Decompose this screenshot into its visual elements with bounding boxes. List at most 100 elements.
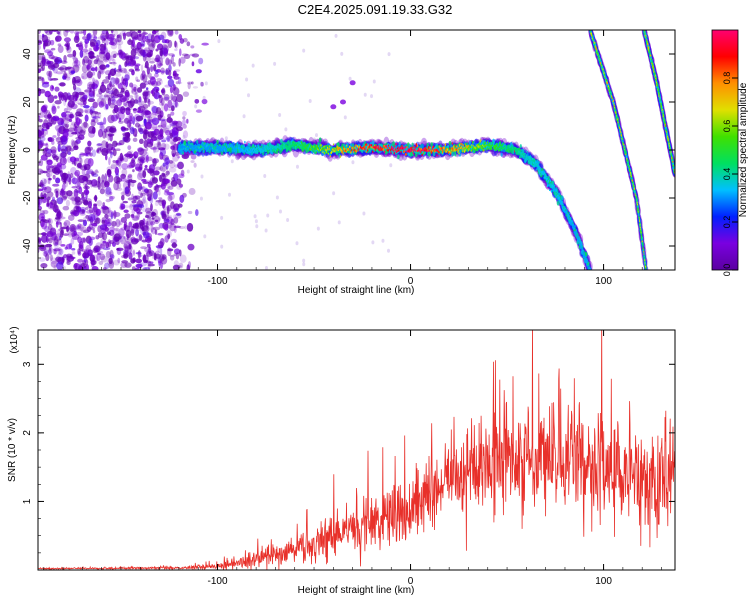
spectral-point (329, 155, 331, 158)
noise-blob (230, 159, 234, 164)
noise-blob (371, 240, 375, 245)
noise-blob (47, 246, 53, 254)
noise-blob (146, 51, 152, 58)
noise-blob (51, 103, 56, 112)
noise-blob (284, 127, 288, 132)
spectral-point (194, 147, 196, 151)
noise-blob (102, 240, 106, 244)
noise-blob (151, 132, 157, 139)
noise-blob (164, 96, 170, 101)
spectral-point (204, 145, 206, 148)
noise-blob (171, 148, 176, 157)
noise-blob (151, 158, 160, 164)
noise-blob (86, 71, 93, 79)
noise-blob (142, 254, 147, 264)
noise-blob (77, 219, 85, 223)
spectral-point (234, 147, 237, 150)
noise-blob (101, 223, 108, 231)
noise-blob (174, 30, 179, 35)
spectral-point (325, 150, 328, 154)
noise-blob (103, 267, 107, 270)
noise-blob (110, 164, 117, 169)
noise-blob (173, 217, 179, 224)
spectral-point (209, 145, 211, 148)
noise-blob (72, 56, 78, 64)
noise-blob (52, 238, 59, 247)
noise-blob (121, 168, 128, 177)
noise-blob (127, 174, 133, 182)
noise-blob (308, 98, 312, 103)
noise-blob (99, 243, 106, 249)
noise-blob (62, 74, 65, 80)
noise-blob (92, 116, 97, 120)
noise-blob (152, 208, 159, 218)
noise-blob (105, 186, 112, 195)
noise-blob (168, 64, 172, 72)
noise-blob (121, 194, 125, 201)
noise-blob (79, 157, 83, 165)
noise-blob (97, 36, 105, 40)
noise-blob (149, 126, 157, 131)
spectral-point (204, 143, 207, 146)
noise-blob (54, 124, 63, 132)
noise-blob (110, 211, 114, 220)
noise-blob (73, 205, 80, 212)
noise-blob (389, 163, 393, 168)
noise-blob (150, 64, 154, 73)
spectral-point (283, 143, 285, 146)
spectral-point (256, 149, 259, 153)
noise-blob (123, 209, 129, 214)
main-frequency-band (176, 135, 593, 270)
noise-blob (83, 190, 90, 194)
spectral-point (298, 143, 300, 146)
spectral-point (184, 145, 186, 148)
noise-blob (144, 247, 151, 253)
spectral-point (329, 145, 331, 148)
noise-blob (148, 43, 155, 52)
noise-blob (51, 85, 54, 90)
noise-blob (315, 133, 319, 138)
noise-blob (151, 217, 155, 220)
noise-blob (104, 179, 110, 186)
noise-blob (139, 138, 144, 144)
noise-blob (60, 92, 65, 102)
noise-blob (66, 260, 71, 266)
noise-blob (142, 231, 150, 239)
noise-blob (148, 213, 152, 222)
noise-blob (204, 81, 208, 86)
noise-blob (95, 180, 101, 188)
noise-blob (128, 203, 136, 211)
noise-blob (263, 173, 267, 178)
noise-blob (178, 262, 184, 269)
noise-blob (140, 148, 146, 152)
noise-region (38, 30, 393, 270)
noise-blob (175, 80, 179, 85)
noise-blob (41, 82, 50, 88)
noise-blob (160, 255, 165, 261)
noise-blob (167, 39, 173, 49)
spectral-point (260, 151, 262, 154)
spectral-point (270, 149, 272, 152)
noise-blob (131, 209, 136, 215)
noise-blob (93, 220, 97, 225)
spectral-point (248, 142, 250, 146)
noise-blob (372, 79, 376, 84)
noise-blob (123, 102, 128, 107)
noise-blob (170, 218, 175, 226)
noise-blob (130, 159, 136, 168)
noise-blob (56, 157, 59, 163)
noise-blob (140, 100, 145, 106)
noise-blob (109, 102, 116, 109)
noise-blob (94, 46, 97, 52)
noise-blob (121, 255, 127, 259)
noise-blob (165, 69, 169, 75)
noise-blob (168, 167, 177, 173)
noise-blob (49, 48, 54, 57)
noise-blob (95, 112, 101, 115)
noise-blob (104, 154, 108, 161)
noise-blob (158, 197, 163, 200)
noise-blob (69, 113, 74, 119)
noise-blob (121, 163, 129, 170)
noise-blob (81, 191, 85, 198)
